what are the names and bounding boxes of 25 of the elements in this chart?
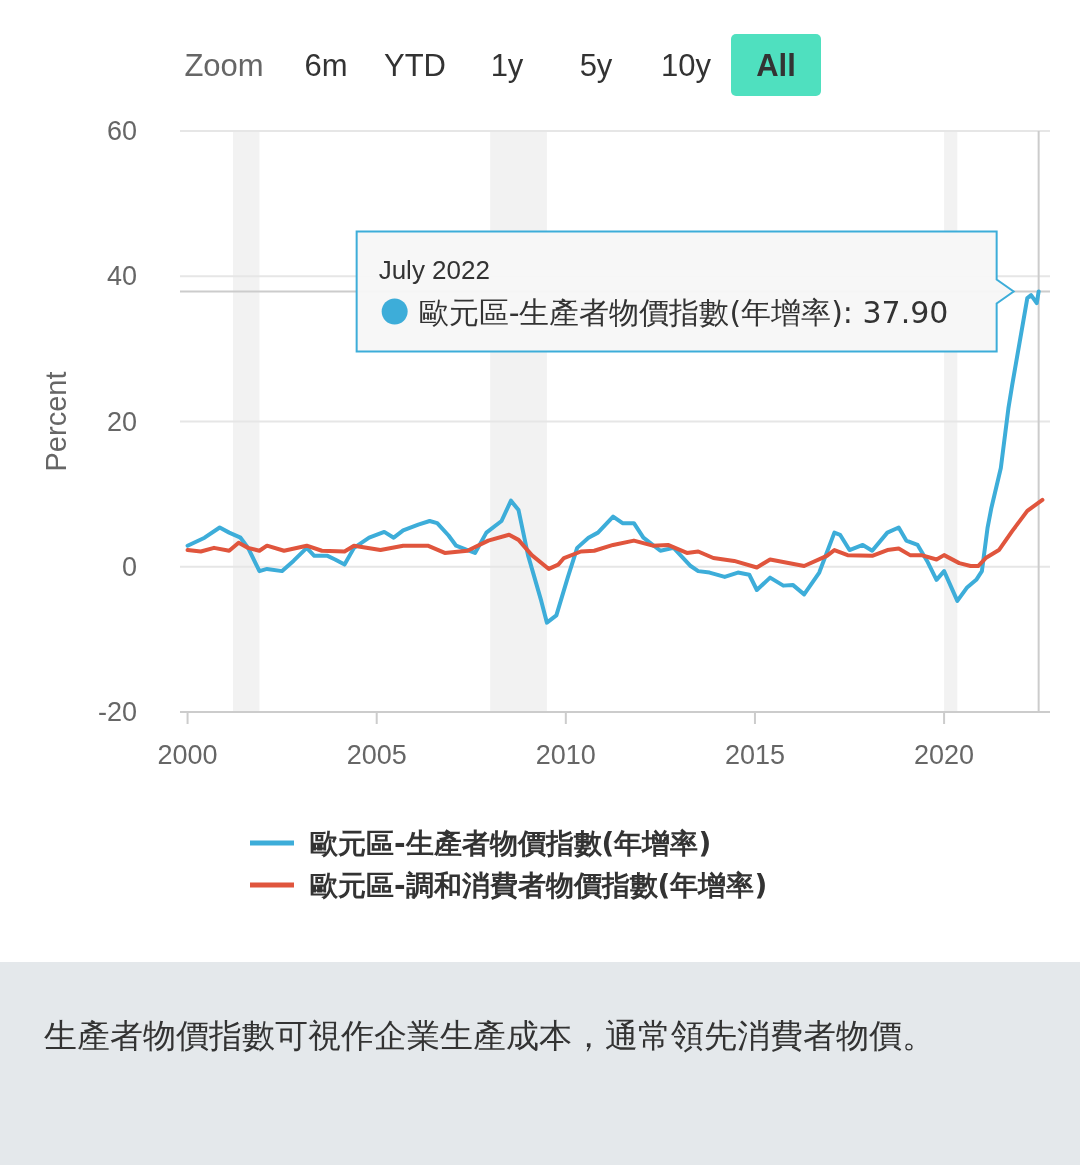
x-tick-label: 2015 (724, 740, 785, 770)
annotation: July 2022 (378, 254, 490, 285)
text: YTD (384, 48, 446, 83)
y-tick-label: 40 (106, 261, 137, 292)
text: 10y (661, 48, 712, 83)
x-tick-label: 2020 (914, 740, 975, 770)
y-tick-label: -20 (97, 697, 137, 727)
text: 5y (579, 48, 613, 83)
annotation: 歐元區-生產者物價指數(年增率): 37.90 (418, 294, 949, 330)
y-tick-label: 20 (106, 406, 137, 437)
x-tick-label: 2000 (157, 740, 218, 770)
y-tick-label: 0 (121, 551, 137, 582)
text: Zoom (184, 48, 264, 83)
legend-label: 歐元區-調和消費者物價指數(年增率) (310, 869, 768, 902)
text: 1y (490, 48, 524, 83)
x-tick-label: 2005 (346, 740, 407, 770)
legend-label: 歐元區-生產者物價指數(年增率) (310, 827, 712, 860)
line-series (185, 497, 1045, 571)
text: 生產者物價指數可視作企業生產成本，通常領先消費者物價。 (44, 1015, 936, 1057)
text: All (756, 48, 796, 83)
y-tick-label: 60 (106, 116, 137, 146)
text: 6m (304, 48, 348, 83)
y-axis-title: Percent (40, 371, 72, 472)
line-series (185, 289, 1041, 625)
x-tick-label: 2010 (535, 740, 596, 770)
